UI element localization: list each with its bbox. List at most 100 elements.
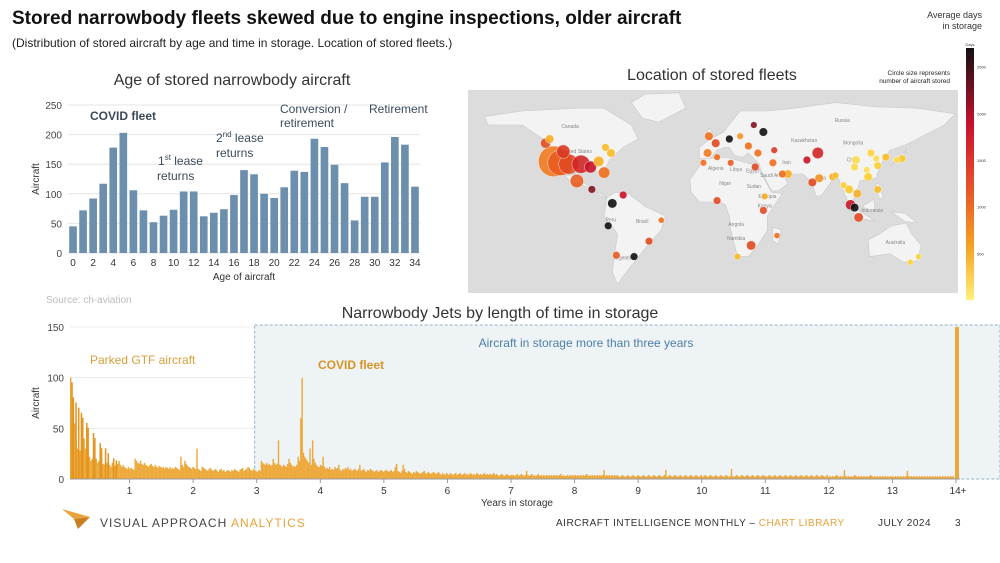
parked-gtf-outline-bar	[77, 407, 80, 480]
storage-bar	[884, 475, 886, 479]
storage-bar	[213, 469, 216, 479]
storage-bar	[336, 467, 339, 479]
storage-bar	[474, 474, 477, 479]
storage-bar	[921, 475, 923, 479]
storage-bar	[481, 474, 483, 479]
storage-bar	[409, 471, 411, 479]
storage-bar	[126, 468, 128, 479]
storage-bar	[431, 472, 433, 479]
storage-bar	[946, 476, 948, 479]
storage-x-tick-label: 2	[190, 486, 196, 497]
age-bar	[169, 209, 178, 253]
storage-bar	[233, 468, 236, 479]
storage-bar	[708, 475, 710, 479]
storage-bar	[545, 474, 548, 479]
storage-bar	[439, 473, 441, 479]
storage-bar	[512, 474, 515, 479]
footer-publication: AIRCRAFT INTELLIGENCE MONTHLY – CHART LI…	[556, 518, 845, 529]
storage-bar	[680, 475, 683, 479]
storage-bar	[365, 471, 368, 479]
storage-bar	[495, 473, 498, 479]
storage-bar	[911, 476, 914, 479]
storage-bar	[543, 474, 545, 479]
storage-bar	[900, 475, 902, 479]
storage-bar	[537, 473, 540, 479]
storage-bar	[265, 462, 268, 479]
storage-bar	[228, 470, 230, 479]
age-bar	[129, 190, 138, 253]
storage-bar	[554, 475, 557, 479]
storage-bar	[172, 467, 174, 479]
storage-bar	[931, 475, 934, 479]
storage-bar	[587, 475, 590, 479]
storage-bar	[224, 471, 226, 479]
storage-bar	[713, 475, 716, 479]
annotation-first-lease-rest: lease	[171, 154, 203, 168]
storage-bar	[909, 476, 911, 479]
storage-bar	[91, 458, 93, 479]
storage-bar	[190, 468, 193, 479]
storage-bar	[473, 473, 475, 479]
storage-bar	[313, 458, 315, 479]
storage-bar	[149, 464, 151, 479]
storage-bar	[157, 467, 159, 479]
storage-x-tick-label: 3	[254, 486, 260, 497]
storage-bar	[549, 475, 551, 479]
age-chart: Age of stored narrowbody aircraft0501001…	[31, 72, 428, 283]
storage-bar	[506, 473, 508, 479]
map-bubble	[607, 198, 618, 209]
storage-bar	[655, 476, 658, 479]
storage-bar	[193, 467, 196, 479]
map-bubble	[645, 237, 654, 246]
age-bar	[290, 170, 299, 253]
storage-bar	[629, 476, 632, 479]
storage-bar	[416, 471, 419, 479]
storage-bar	[298, 460, 301, 479]
storage-bar	[164, 468, 166, 479]
storage-bar	[793, 475, 796, 479]
parked-gtf-outline-bar	[115, 460, 118, 480]
storage-bar	[108, 464, 111, 479]
storage-bar	[919, 476, 922, 479]
storage-bar	[390, 469, 393, 479]
storage-bar	[372, 470, 374, 479]
storage-bar	[332, 469, 335, 479]
storage-x-tick-label: 6	[445, 486, 451, 497]
storage-bar	[732, 475, 734, 479]
storage-bar	[130, 467, 132, 479]
legend-title-line2: in storage	[942, 21, 982, 31]
map-country-label: Libya	[730, 167, 742, 173]
storage-bar	[917, 476, 919, 479]
storage-bar	[532, 475, 534, 479]
storage-bar	[103, 464, 106, 479]
age-x-tick-label: 14	[208, 258, 220, 269]
storage-bar	[280, 465, 282, 479]
storage-bar	[788, 475, 790, 479]
storage-bar	[671, 476, 674, 479]
storage-bar	[675, 475, 678, 479]
map-bubble	[569, 174, 584, 188]
storage-bar	[789, 474, 792, 479]
storage-bar	[169, 466, 171, 479]
footer-brand-accent: ANALYTICS	[230, 516, 306, 530]
age-x-tick-label: 22	[289, 258, 301, 269]
storage-bar	[667, 475, 670, 479]
map-country-label: United States	[562, 149, 593, 155]
storage-bar	[311, 440, 314, 479]
storage-bar	[770, 475, 772, 479]
footer-brand: VISUAL APPROACH ANALYTICS	[100, 516, 306, 530]
colorbar-tick-label: 1000	[977, 205, 987, 210]
storage-bar	[783, 475, 785, 479]
map-country-label: Sudan	[747, 184, 762, 190]
storage-bar	[860, 475, 863, 479]
storage-bar	[176, 467, 178, 479]
storage-bar	[151, 465, 154, 479]
storage-bar	[801, 475, 804, 479]
map-country-label: Niger	[719, 181, 731, 187]
storage-bar	[888, 476, 890, 479]
storage-bar	[533, 474, 536, 479]
storage-bar	[804, 475, 806, 479]
storage-bar	[621, 474, 624, 479]
storage-bar	[371, 469, 373, 479]
parked-gtf-outline-bar	[72, 397, 75, 480]
